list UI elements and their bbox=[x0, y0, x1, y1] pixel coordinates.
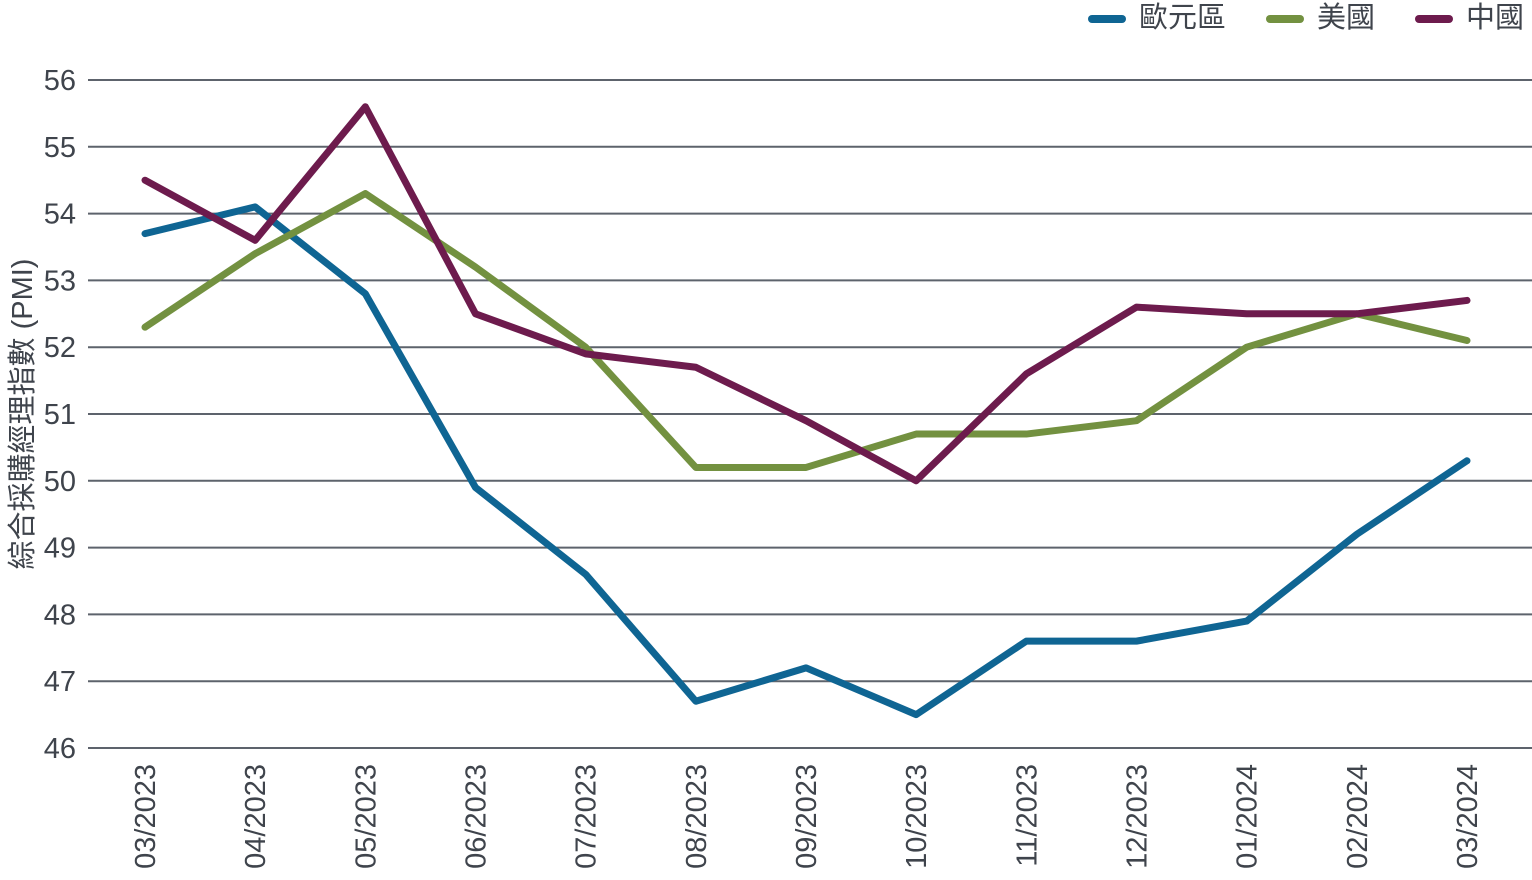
legend-label-us: 美國 bbox=[1316, 2, 1375, 34]
legend-swatch-china bbox=[1414, 14, 1453, 23]
gridlines bbox=[88, 79, 1532, 749]
y-axis-tick-label: 46 bbox=[44, 733, 76, 765]
y-axis-tick-label: 54 bbox=[44, 199, 76, 231]
chart-legend: 歐元區 美國 中國 bbox=[1087, 2, 1524, 34]
legend-item-us: 美國 bbox=[1265, 2, 1375, 34]
x-axis-tick-label: 09/2023 bbox=[791, 764, 823, 869]
y-axis-tick-label: 53 bbox=[44, 265, 76, 297]
y-axis-tick-label: 48 bbox=[44, 599, 76, 631]
legend-swatch-us bbox=[1265, 14, 1304, 23]
x-axis-tick-label: 03/2023 bbox=[130, 764, 162, 869]
x-axis-tick-label: 07/2023 bbox=[571, 764, 603, 869]
x-axis-tick-label: 02/2024 bbox=[1342, 764, 1374, 869]
legend-label-eurozone: 歐元區 bbox=[1138, 2, 1226, 34]
y-axis-tick-labels: 46 47 48 49 50 51 52 53 54 55 56 bbox=[44, 65, 76, 765]
legend-item-eurozone: 歐元區 bbox=[1087, 2, 1226, 34]
y-axis-tick-label: 52 bbox=[44, 332, 76, 364]
y-axis-title: 綜合採購經理指數 (PMI) bbox=[6, 259, 39, 570]
x-axis-tick-label: 04/2023 bbox=[240, 764, 272, 869]
x-axis-tick-label: 11/2023 bbox=[1011, 764, 1043, 867]
legend-swatch-eurozone bbox=[1087, 14, 1126, 23]
series-line-us bbox=[141, 190, 1471, 471]
x-axis-tick-label: 10/2023 bbox=[901, 764, 933, 869]
x-axis-tick-label: 01/2024 bbox=[1232, 764, 1264, 869]
x-axis-tick-label: 12/2023 bbox=[1122, 764, 1154, 869]
legend-label-china: 中國 bbox=[1465, 2, 1524, 34]
legend-item-china: 中國 bbox=[1414, 2, 1524, 34]
x-axis-tick-label: 05/2023 bbox=[350, 764, 382, 869]
series-line-china bbox=[141, 103, 1471, 485]
y-axis-tick-label: 51 bbox=[44, 399, 76, 431]
x-axis-tick-labels: 03/2023 04/2023 05/2023 06/2023 07/2023 08/20… bbox=[130, 764, 1484, 869]
y-axis-tick-label: 49 bbox=[44, 533, 76, 565]
x-axis-tick-label: 03/2024 bbox=[1452, 764, 1484, 869]
y-axis-tick-label: 47 bbox=[44, 666, 76, 698]
y-axis-tick-label: 55 bbox=[44, 132, 76, 164]
y-axis-tick-label: 56 bbox=[44, 65, 76, 97]
series-line-eurozone bbox=[141, 203, 1471, 719]
x-axis-tick-label: 06/2023 bbox=[461, 764, 493, 869]
x-axis-tick-label: 08/2023 bbox=[681, 764, 713, 869]
y-axis-tick-label: 50 bbox=[44, 466, 76, 498]
